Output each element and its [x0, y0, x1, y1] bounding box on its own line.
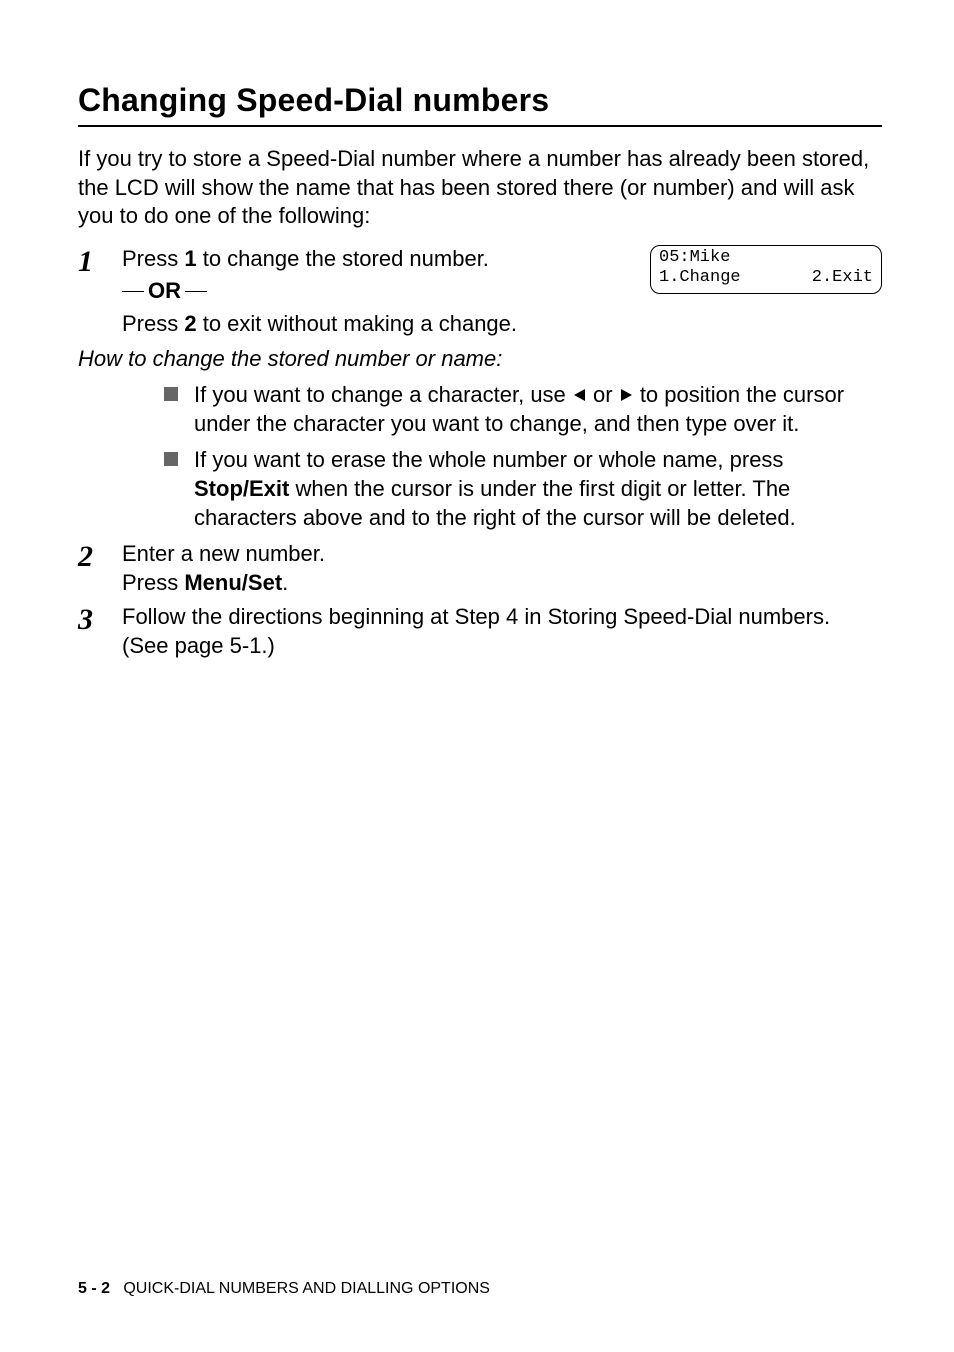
press-label-2: Press [122, 311, 184, 336]
bullet-text: If you want to change a character, use o… [194, 381, 882, 438]
heading-rule [78, 125, 882, 127]
intro-paragraph: If you try to store a Speed-Dial number … [78, 145, 882, 231]
step1-row: Press 1 to change the stored number. OR … [122, 245, 882, 310]
key-1: 1 [184, 246, 196, 271]
lcd-exit-option: 2.Exit [812, 268, 873, 288]
or-line: OR [122, 277, 632, 306]
step-body: Follow the directions beginning at Step … [122, 603, 882, 660]
lcd-line-1: 05:Mike [659, 248, 873, 268]
stop-exit-label: Stop/Exit [194, 476, 289, 501]
step-2: 2 Enter a new number. Press Menu/Set. [78, 540, 882, 597]
manual-page: Changing Speed-Dial numbers If you try t… [0, 0, 954, 1352]
arrow-left-icon [574, 389, 585, 401]
step1-text: Press 1 to change the stored number. OR [122, 245, 632, 310]
step1-exit-text: Press 2 to exit without making a change. [122, 310, 882, 339]
page-footer: 5 - 2 QUICK-DIAL NUMBERS AND DIALLING OP… [78, 1280, 490, 1298]
lcd-display: 05:Mike 1.Change 2.Exit [650, 245, 882, 294]
press-label: Press [122, 246, 184, 271]
bullet2-pre: If you want to erase the whole number or… [194, 447, 783, 472]
steps-list: 1 Press 1 to change the stored number. O… [78, 245, 882, 661]
key-2: 2 [184, 311, 196, 336]
step-body: Press 1 to change the stored number. OR … [122, 245, 882, 339]
bullet1-mid: or [587, 382, 619, 407]
arrow-right-icon [621, 389, 632, 401]
menu-set-label: Menu/Set [184, 570, 282, 595]
step2-line1: Enter a new number. [122, 540, 882, 569]
section-heading: Changing Speed-Dial numbers [78, 82, 882, 119]
bullet-change-char: If you want to change a character, use o… [164, 381, 882, 438]
step-1: 1 Press 1 to change the stored number. O… [78, 245, 882, 339]
square-bullet-icon [164, 452, 178, 466]
bullet-erase-whole: If you want to erase the whole number or… [164, 446, 882, 532]
bullet-text: If you want to erase the whole number or… [194, 446, 882, 532]
step-body: Enter a new number. Press Menu/Set. [122, 540, 882, 597]
square-bullet-icon [164, 387, 178, 401]
press-label-3: Press [122, 570, 184, 595]
bullet1-pre: If you want to change a character, use [194, 382, 572, 407]
exit-without-change-text: to exit without making a change. [197, 311, 517, 336]
or-dash-right [185, 291, 207, 292]
bullet-list: If you want to change a character, use o… [164, 381, 882, 532]
step-number: 2 [78, 540, 122, 572]
page-number: 5 - 2 [78, 1280, 110, 1297]
or-dash-left [122, 291, 144, 292]
lcd-line-2: 1.Change 2.Exit [659, 268, 873, 288]
step3-text: Follow the directions beginning at Step … [122, 603, 882, 660]
step-3: 3 Follow the directions beginning at Ste… [78, 603, 882, 660]
step-number: 3 [78, 603, 122, 635]
step-number: 1 [78, 245, 122, 277]
howto-subheading: How to change the stored number or name: [78, 345, 882, 374]
section-title: QUICK-DIAL NUMBERS AND DIALLING OPTIONS [123, 1280, 490, 1297]
change-stored-text: to change the stored number. [197, 246, 489, 271]
or-label: OR [148, 277, 181, 306]
step2-dot: . [282, 570, 288, 595]
step2-line2: Press Menu/Set. [122, 569, 882, 598]
lcd-change-option: 1.Change [659, 268, 741, 288]
